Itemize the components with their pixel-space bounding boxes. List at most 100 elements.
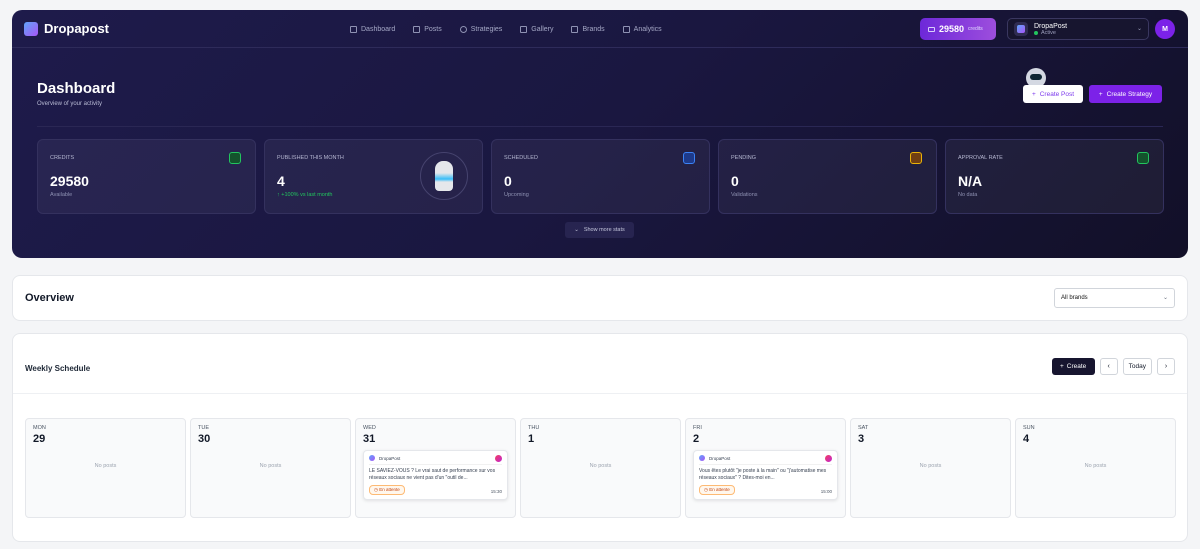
day-column[interactable]: SUN 4 No posts — [1015, 418, 1176, 518]
day-name: SAT — [858, 425, 869, 431]
stat-value: 29580 — [50, 173, 89, 189]
stat-sub: Validations — [731, 192, 758, 198]
brand-filter-select[interactable]: All brands ⌄ — [1054, 288, 1175, 308]
stat-value: N/A — [958, 173, 983, 189]
status-badge: ◷ En attente — [699, 485, 735, 495]
week-days: MON 29 No posts TUE 30 No posts WED 31 DropaPost… — [25, 418, 1176, 518]
nav-label: Analytics — [633, 25, 662, 33]
post-brand: DropaPost — [379, 455, 401, 461]
day-name: FRI — [693, 425, 702, 431]
brand-logo-icon — [369, 455, 375, 461]
stats-row: Credits 29580 Available Published this mon… — [37, 139, 1164, 214]
nav-label: Gallery — [531, 25, 554, 33]
stat-label: Approval rate — [958, 155, 1003, 161]
post-header: DropaPost — [699, 455, 832, 465]
top-navbar: Dropapost Dashboard Posts Strategies Gal… — [12, 10, 1188, 48]
divider — [13, 393, 1187, 394]
credits-unit: credits — [968, 26, 983, 32]
nav-brands[interactable]: Brands — [571, 25, 605, 33]
chart-icon — [622, 25, 630, 33]
prev-week-button[interactable]: ‹ — [1099, 358, 1118, 375]
dashboard-hero: Dropapost Dashboard Posts Strategies Gal… — [12, 10, 1188, 258]
button-label: Show more stats — [583, 227, 625, 233]
day-column[interactable]: SAT 3 No posts — [850, 418, 1011, 518]
plus-icon: + — [1059, 363, 1064, 370]
stat-pending: Pending 0 Validations — [718, 139, 937, 214]
day-number: 3 — [858, 433, 865, 445]
day-column[interactable]: MON 29 No posts — [25, 418, 186, 518]
nav-analytics[interactable]: Analytics — [622, 25, 662, 33]
robot-mascot — [420, 152, 468, 200]
chevron-down-icon: ⌄ — [1136, 26, 1142, 32]
next-week-button[interactable]: › — [1157, 358, 1175, 375]
avatar[interactable]: M — [1155, 19, 1175, 39]
main-nav: Dashboard Posts Strategies Gallery Brand… — [350, 10, 662, 48]
post-card[interactable]: DropaPost LE SAVIEZ-VOUS ? Le vrai saut d… — [363, 450, 508, 500]
day-number: 31 — [363, 433, 376, 445]
day-name: MON — [33, 425, 46, 431]
chevron-down-icon: ⌄ — [574, 227, 579, 233]
no-posts-text: No posts — [259, 463, 282, 469]
button-label: Create Strategy — [1106, 90, 1153, 98]
plus-icon: + — [1098, 90, 1103, 98]
day-column[interactable]: TUE 30 No posts — [190, 418, 351, 518]
stat-value: 0 — [731, 173, 739, 189]
create-post-button[interactable]: + Create Post — [1023, 85, 1083, 103]
credits-badge[interactable]: 29580 credits — [920, 18, 996, 40]
file-icon — [413, 25, 421, 33]
target-icon — [459, 25, 467, 33]
no-posts-text: No posts — [589, 463, 612, 469]
stat-sub: Available — [50, 192, 73, 198]
status-text: En attente — [379, 487, 400, 492]
day-name: THU — [528, 425, 540, 431]
show-more-stats-button[interactable]: ⌄ Show more stats — [565, 222, 634, 238]
post-card[interactable]: DropaPost Vous êtes plutôt "je poste à la… — [693, 450, 838, 500]
create-button[interactable]: + Create — [1051, 358, 1095, 375]
weekly-schedule-panel: Weekly Schedule + Create ‹ Today › MON 29 N… — [12, 333, 1188, 542]
day-number: 1 — [528, 433, 535, 445]
nav-strategies[interactable]: Strategies — [459, 25, 503, 33]
instagram-icon — [825, 455, 832, 462]
day-name: SUN — [1023, 425, 1035, 431]
brand-selector[interactable]: DropaPost Active ⌄ — [1007, 18, 1149, 40]
post-time: 15:00 — [820, 489, 832, 494]
divider — [37, 126, 1163, 127]
day-number: 4 — [1023, 433, 1030, 445]
day-column[interactable]: WED 31 DropaPost LE SAVIEZ-VOUS ? Le vrai s… — [355, 418, 516, 518]
page-subtitle: Overview of your activity — [37, 101, 103, 107]
overview-panel: Overview All brands ⌄ — [12, 275, 1188, 321]
create-strategy-button[interactable]: + Create Strategy — [1089, 85, 1162, 103]
logo[interactable]: Dropapost — [24, 21, 109, 36]
day-name: TUE — [198, 425, 209, 431]
brand-logo — [1014, 22, 1028, 36]
day-name: WED — [363, 425, 376, 431]
button-label: Create Post — [1039, 90, 1075, 98]
chevron-down-icon: ⌄ — [1162, 295, 1168, 301]
instagram-icon — [495, 455, 502, 462]
image-icon — [520, 25, 528, 33]
nav-gallery[interactable]: Gallery — [520, 25, 554, 33]
brand-status: Active — [1034, 30, 1067, 36]
post-text: Vous êtes plutôt "je poste à la main" ou… — [699, 468, 827, 481]
stat-sub: No data — [958, 192, 978, 198]
status-badge: ◷ En attente — [369, 485, 405, 495]
nav-label: Posts — [424, 25, 442, 33]
no-posts-text: No posts — [1084, 463, 1107, 469]
app-name: Dropapost — [44, 21, 109, 36]
page-title: Dashboard — [37, 80, 116, 97]
stat-label: Credits — [50, 155, 75, 161]
nav-posts[interactable]: Posts — [413, 25, 442, 33]
day-column[interactable]: FRI 2 DropaPost Vous êtes plutôt "je poste … — [685, 418, 846, 518]
day-number: 2 — [693, 433, 700, 445]
nav-label: Strategies — [470, 25, 503, 33]
stat-approval: Approval rate N/A No data — [945, 139, 1164, 214]
no-posts-text: No posts — [94, 463, 117, 469]
check-circle-icon — [1137, 152, 1149, 164]
nav-dashboard[interactable]: Dashboard — [350, 25, 395, 33]
day-column[interactable]: THU 1 No posts — [520, 418, 681, 518]
today-button[interactable]: Today — [1122, 358, 1152, 375]
stat-trend: ↑ +100% vs last month — [277, 192, 333, 198]
post-header: DropaPost — [369, 455, 502, 465]
robot-mascot — [1026, 68, 1046, 88]
stat-published: Published this month 4 ↑ +100% vs last mon… — [264, 139, 483, 214]
